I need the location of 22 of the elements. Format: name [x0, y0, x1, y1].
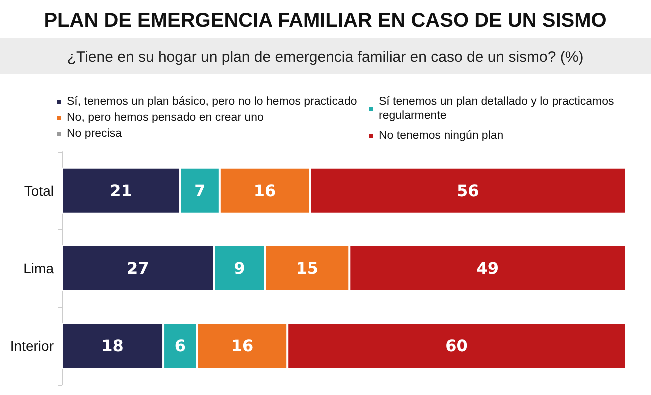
data-label: 56 [456, 181, 480, 200]
data-label: 16 [231, 336, 254, 356]
data-label: 9 [234, 259, 246, 278]
data-label: 6 [174, 336, 186, 356]
legend-label: Sí, tenemos un plan básico, pero no lo hemos practicado [67, 96, 358, 108]
data-label: 16 [254, 181, 276, 200]
data-label: 27 [127, 259, 150, 278]
y-tick-label: Lima [24, 260, 54, 276]
legend-label: Sí tenemos un plan detallado y lo practicamos regularmente [379, 96, 618, 122]
data-label: 7 [194, 181, 206, 200]
data-label: 21 [110, 181, 132, 200]
chart-title: PLAN DE EMERGENCIA FAMILIAR EN CASO DE UN SISMO [44, 10, 607, 32]
legend-label: No precisa [67, 128, 123, 140]
y-tick-label: Interior [10, 338, 54, 354]
data-label: 49 [476, 259, 499, 278]
legend-label: No tenemos ningún plan [379, 130, 504, 142]
chart-subtitle: ¿Tiene en su hogar un plan de emergencia familiar en caso de un sismo? (%) [67, 49, 584, 66]
data-label: 60 [446, 336, 468, 356]
data-label: 18 [102, 336, 124, 356]
data-label: 15 [296, 259, 318, 278]
y-tick-label: Total [24, 182, 54, 199]
legend-label: No, pero hemos pensado en crear uno [67, 112, 264, 124]
